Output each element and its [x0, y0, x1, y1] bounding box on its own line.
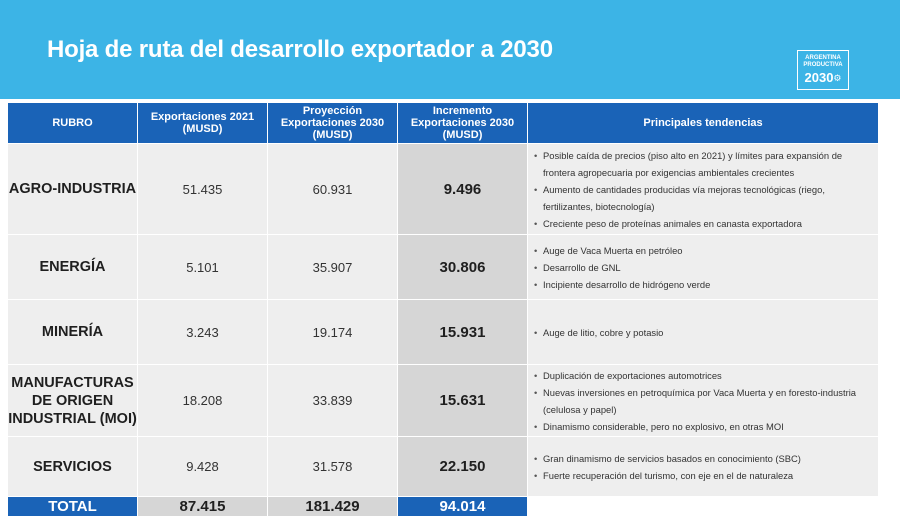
table-row-mineria: MINERÍA 3.243 19.174 15.931 Auge de liti…	[7, 299, 879, 365]
col-header-proyeccion-2030: Proyección Exportaciones 2030 (MUSD)	[267, 102, 398, 144]
exp2021-cell: 51.435	[137, 143, 268, 235]
tendencia-item: Duplicación de exportaciones automotrice…	[534, 367, 874, 384]
rubro-cell: ENERGÍA	[7, 234, 138, 300]
rubro-cell: MANUFACTURAS DE ORIGEN INDUSTRIAL (MOI)	[7, 364, 138, 437]
proy2030-cell: 19.174	[267, 299, 398, 365]
tendencia-item: Creciente peso de proteínas animales en …	[534, 215, 874, 232]
table-row-moi: MANUFACTURAS DE ORIGEN INDUSTRIAL (MOI) …	[7, 364, 879, 437]
proy2030-cell: 35.907	[267, 234, 398, 300]
exp2021-cell: 9.428	[137, 436, 268, 497]
total-proy2030: 181.429	[267, 496, 398, 517]
tendencia-item: Incipiente desarrollo de hidrógeno verde	[534, 276, 874, 293]
table-header-row: RUBRO Exportaciones 2021 (MUSD) Proyecci…	[7, 102, 879, 144]
total-empty-cell	[527, 496, 879, 517]
tendencia-item: Auge de Vaca Muerta en petróleo	[534, 242, 874, 259]
table-row-total: TOTAL 87.415 181.429 94.014	[7, 496, 879, 517]
exp2021-cell: 18.208	[137, 364, 268, 437]
tendencias-list: Posible caída de precios (piso alto en 2…	[534, 147, 874, 232]
proy2030-cell: 33.839	[267, 364, 398, 437]
proy2030-cell: 31.578	[267, 436, 398, 497]
incremento-cell: 30.806	[397, 234, 528, 300]
proy2030-cell: 60.931	[267, 143, 398, 235]
logo-line2: PRODUCTIVA	[803, 62, 843, 68]
col-header-tendencias: Principales tendencias	[527, 102, 879, 144]
rubro-cell: AGRO-INDUSTRIA	[7, 143, 138, 235]
col-header-exportaciones-2021: Exportaciones 2021 (MUSD)	[137, 102, 268, 144]
tendencias-cell: Duplicación de exportaciones automotrice…	[527, 364, 879, 437]
tendencia-item: Dinamismo considerable, pero no explosiv…	[534, 418, 874, 435]
tendencia-item: Nuevas inversiones en petroquímica por V…	[534, 384, 874, 418]
tendencias-list: Auge de Vaca Muerta en petróleo Desarrol…	[534, 242, 874, 293]
exp2021-cell: 3.243	[137, 299, 268, 365]
tendencia-item: Desarrollo de GNL	[534, 259, 874, 276]
tendencias-cell: Auge de litio, cobre y potasio	[527, 299, 879, 365]
logo-line3: 2030⚙	[798, 70, 848, 86]
tendencias-cell: Auge de Vaca Muerta en petróleo Desarrol…	[527, 234, 879, 300]
tendencias-list: Duplicación de exportaciones automotrice…	[534, 367, 874, 435]
argentina-productiva-logo: ARGENTINA PRODUCTIVA 2030⚙	[797, 50, 849, 90]
col-header-incremento-2030: Incremento Exportaciones 2030 (MUSD)	[397, 102, 528, 144]
incremento-cell: 22.150	[397, 436, 528, 497]
header-banner: Hoja de ruta del desarrollo exportador a…	[0, 0, 900, 99]
tendencia-item: Posible caída de precios (piso alto en 2…	[534, 147, 874, 181]
total-incremento: 94.014	[397, 496, 528, 517]
incremento-cell: 15.931	[397, 299, 528, 365]
gear-icon: ⚙	[833, 73, 842, 83]
table-row-agro-industria: AGRO-INDUSTRIA 51.435 60.931 9.496 Posib…	[7, 143, 879, 235]
tendencias-cell: Gran dinamismo de servicios basados en c…	[527, 436, 879, 497]
export-roadmap-table: RUBRO Exportaciones 2021 (MUSD) Proyecci…	[7, 102, 879, 517]
col-header-rubro: RUBRO	[7, 102, 138, 144]
total-exp2021: 87.415	[137, 496, 268, 517]
tendencias-list: Auge de litio, cobre y potasio	[534, 324, 874, 341]
logo-line1: ARGENTINA	[805, 55, 841, 61]
tendencias-list: Gran dinamismo de servicios basados en c…	[534, 450, 874, 484]
exp2021-cell: 5.101	[137, 234, 268, 300]
rubro-cell: SERVICIOS	[7, 436, 138, 497]
tendencia-item: Auge de litio, cobre y potasio	[534, 324, 874, 341]
tendencia-item: Fuerte recuperación del turismo, con eje…	[534, 467, 874, 484]
rubro-cell: MINERÍA	[7, 299, 138, 365]
incremento-cell: 9.496	[397, 143, 528, 235]
tendencia-item: Aumento de cantidades producidas vía mej…	[534, 181, 874, 215]
total-label: TOTAL	[7, 496, 138, 517]
table-row-servicios: SERVICIOS 9.428 31.578 22.150 Gran dinam…	[7, 436, 879, 497]
incremento-cell: 15.631	[397, 364, 528, 437]
table-row-energia: ENERGÍA 5.101 35.907 30.806 Auge de Vaca…	[7, 234, 879, 300]
tendencias-cell: Posible caída de precios (piso alto en 2…	[527, 143, 879, 235]
page-title: Hoja de ruta del desarrollo exportador a…	[47, 36, 553, 63]
logo-year: 2030	[804, 70, 834, 85]
tendencia-item: Gran dinamismo de servicios basados en c…	[534, 450, 874, 467]
